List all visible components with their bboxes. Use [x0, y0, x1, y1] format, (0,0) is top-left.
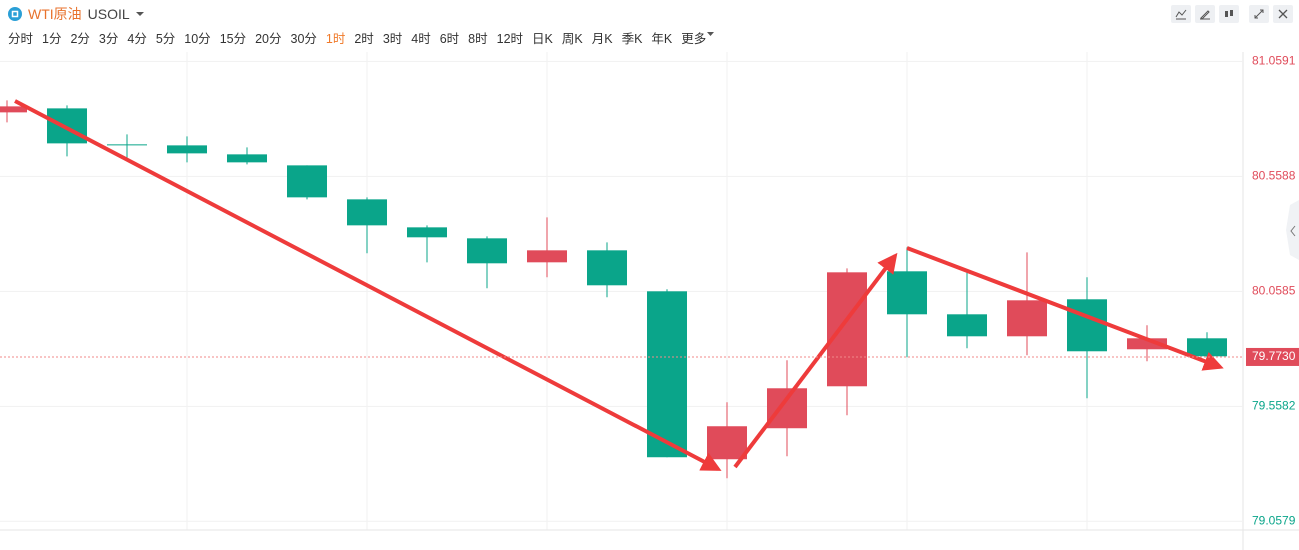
candle-body — [947, 314, 987, 337]
tool-button[interactable] — [1219, 5, 1239, 23]
timeframe-bar: 分时 1分 2分 3分 4分 5分 10分 15分 20分 30分 1时 2时 3时 4时 6时 8时 12时日… — [8, 28, 715, 47]
timeframe-button[interactable]: 年K — [651, 32, 673, 46]
tool-button[interactable] — [1273, 5, 1293, 23]
arrow — [906, 246, 1224, 371]
last-price-label: 79.7730 — [1252, 349, 1296, 363]
timeframe-button[interactable]: 分时 — [8, 32, 34, 46]
timeframe-button[interactable]: 20分 — [255, 32, 282, 46]
timeframe-button[interactable]: 10分 — [184, 32, 211, 46]
candle-body — [227, 154, 267, 163]
side-toggle-icon — [1290, 225, 1296, 237]
header: WTI原油 USOIL 分时 1分 2分 3分 4分 5分 10分 15分 20分 30分 1时 2时… — [0, 0, 1299, 50]
arrow — [733, 252, 898, 469]
timeframe-button[interactable]: 更多 — [681, 32, 707, 46]
candle-body — [0, 106, 27, 113]
timeframe-button[interactable]: 月K — [591, 32, 613, 46]
candle-body — [287, 165, 327, 198]
side-toggle[interactable] — [1286, 200, 1299, 260]
timeframe-button[interactable]: 6时 — [439, 32, 460, 46]
tool-button[interactable] — [1171, 5, 1191, 23]
symbol-title[interactable]: WTI原油 USOIL — [8, 4, 144, 24]
y-tick-label: 80.5588 — [1252, 169, 1296, 183]
dropdown-caret — [135, 12, 144, 16]
candle-body — [347, 199, 387, 226]
y-tick-label: 80.0585 — [1252, 284, 1296, 298]
timeframe-button[interactable]: 1时 — [325, 32, 346, 46]
timeframe-button[interactable]: 12时 — [496, 32, 524, 46]
candle-body — [707, 426, 747, 460]
candle-body — [827, 272, 867, 387]
timeframe-button[interactable]: 2分 — [70, 32, 90, 46]
timeframe-button[interactable]: 5分 — [155, 32, 176, 46]
candle-body — [47, 108, 87, 144]
candle-body — [887, 271, 927, 315]
timeframe-button[interactable]: 2时 — [354, 32, 374, 46]
candle-body — [1067, 299, 1107, 352]
dropdown-caret — [707, 32, 715, 36]
candle-body — [1127, 338, 1167, 350]
timeframe-button[interactable]: 季K — [621, 32, 643, 46]
candles — [0, 100, 1227, 479]
candle-body — [407, 227, 447, 238]
toolbar — [1171, 5, 1293, 23]
symbol-icon — [8, 7, 22, 21]
candle-body — [527, 250, 567, 263]
timeframe-button[interactable]: 8时 — [468, 32, 488, 46]
timeframe-button[interactable]: 4分 — [127, 32, 147, 46]
timeframe-button[interactable]: 30分 — [290, 32, 317, 46]
last-price-box — [1246, 347, 1299, 366]
y-tick-label: 79.5582 — [1252, 398, 1296, 412]
symbol-code: USOIL — [87, 6, 130, 22]
timeframe-button[interactable]: 3时 — [382, 32, 403, 46]
timeframe-button[interactable]: 4时 — [411, 32, 431, 46]
trend-arrows — [14, 99, 1224, 471]
candle-body — [1187, 338, 1227, 357]
tool-button[interactable] — [1195, 5, 1215, 23]
symbol-name: WTI原油 — [28, 6, 82, 22]
timeframe-button[interactable]: 日K — [532, 32, 553, 46]
timeframe-button[interactable]: 周K — [561, 32, 583, 46]
arrow — [14, 99, 722, 471]
y-tick-label: 81.0591 — [1252, 54, 1296, 68]
timeframe-button[interactable]: 1分 — [42, 32, 62, 46]
candle-body — [467, 238, 507, 264]
timeframe-button[interactable]: 15分 — [219, 32, 247, 46]
tool-button[interactable] — [1249, 5, 1269, 23]
candle-body — [1007, 300, 1047, 337]
candle-body — [587, 250, 627, 286]
timeframe-button[interactable]: 3分 — [98, 32, 119, 46]
candle-body — [107, 144, 147, 146]
candle-body — [767, 388, 807, 429]
y-tick-label: 79.0579 — [1252, 513, 1296, 527]
candle-body — [167, 145, 207, 154]
candle-body — [647, 291, 687, 458]
